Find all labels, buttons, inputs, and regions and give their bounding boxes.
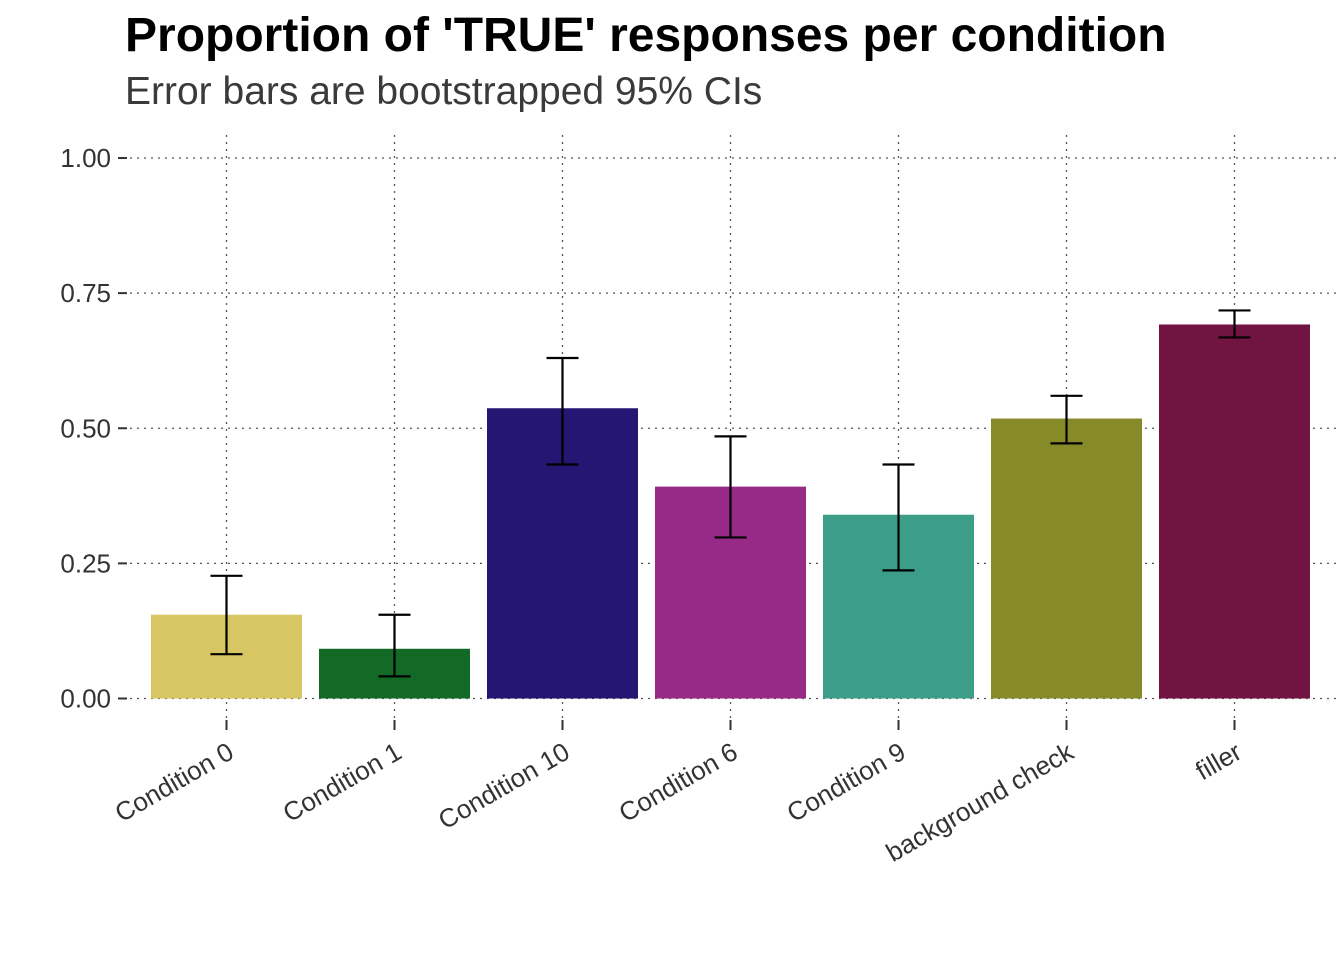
x-tick-label: Condition 0 — [110, 736, 239, 828]
x-tick-label: Condition 10 — [433, 736, 574, 835]
y-tick-label: 0.00 — [60, 684, 111, 714]
x-tick-label: Condition 6 — [614, 736, 743, 828]
x-tick-label: filler — [1190, 736, 1247, 786]
bar — [1159, 324, 1310, 699]
x-tick-label: Condition 1 — [278, 736, 407, 828]
x-tick-label: Condition 9 — [782, 736, 911, 828]
y-tick-label: 0.75 — [60, 278, 111, 308]
x-tick-label: background check — [881, 736, 1080, 868]
y-tick-label: 0.25 — [60, 548, 111, 578]
y-tick-label: 1.00 — [60, 143, 111, 173]
chart-subtitle: Error bars are bootstrapped 95% CIs — [125, 70, 763, 113]
y-tick-label: 0.50 — [60, 413, 111, 443]
chart-title: Proportion of 'TRUE' responses per condi… — [125, 9, 1167, 62]
error-bars — [210, 309, 1251, 678]
bar — [991, 418, 1142, 699]
